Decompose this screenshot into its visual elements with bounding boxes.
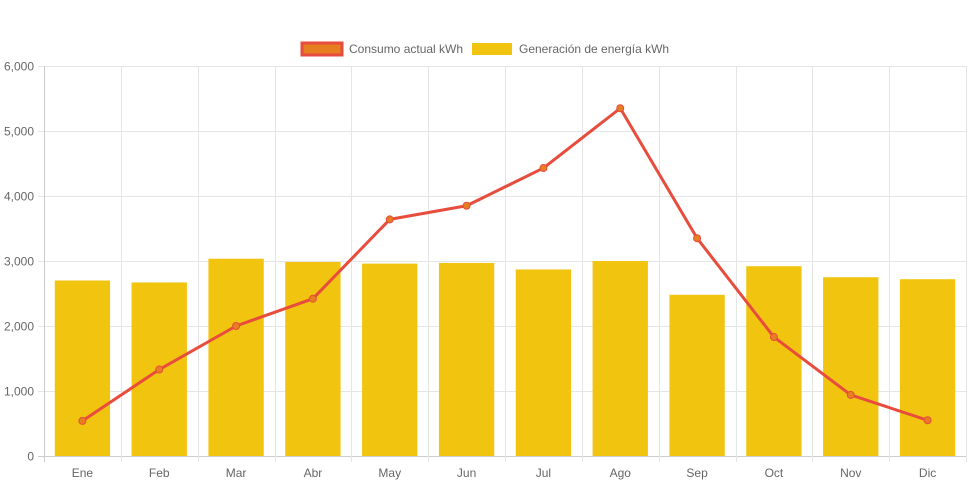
bar[interactable] xyxy=(208,258,264,456)
x-tick-label: Mar xyxy=(226,466,247,480)
x-tick-label: Ago xyxy=(610,466,632,480)
legend-label-consumo: Consumo actual kWh xyxy=(349,42,463,56)
consumo-line xyxy=(81,106,929,423)
grid xyxy=(38,66,967,462)
legend-item-generacion[interactable]: Generación de energía kWh xyxy=(472,42,669,56)
bar[interactable] xyxy=(515,269,572,456)
bar[interactable] xyxy=(592,261,648,456)
line-point[interactable] xyxy=(308,294,317,303)
line-point[interactable] xyxy=(923,416,932,425)
x-tick-label: Jun xyxy=(457,466,476,480)
legend-label-generacion: Generación de energía kWh xyxy=(519,42,669,56)
x-tick-label: Jul xyxy=(536,466,551,480)
line-point[interactable] xyxy=(78,416,87,425)
line-point[interactable] xyxy=(616,104,625,113)
x-tick-label: May xyxy=(378,466,401,480)
y-tick-label: 5,000 xyxy=(4,125,34,139)
line-point[interactable] xyxy=(539,164,548,173)
x-tick-label: Abr xyxy=(304,466,323,480)
bar[interactable] xyxy=(438,262,495,456)
y-tick-label: 4,000 xyxy=(4,190,34,204)
line-point[interactable] xyxy=(232,322,241,330)
bar[interactable] xyxy=(362,263,418,456)
bar[interactable] xyxy=(54,280,111,457)
bar[interactable] xyxy=(285,261,341,456)
line-point[interactable] xyxy=(693,234,702,243)
line-point[interactable] xyxy=(769,333,778,342)
legend: Consumo actual kWh Generación de energía… xyxy=(300,41,669,57)
line-series-consumo xyxy=(78,104,932,425)
y-tick-label: 1,000 xyxy=(4,385,34,399)
bar[interactable] xyxy=(823,277,879,456)
bar[interactable] xyxy=(669,294,725,456)
x-tick-label: Oct xyxy=(765,466,784,480)
x-tick-label: Feb xyxy=(149,466,170,480)
bar[interactable] xyxy=(746,266,802,456)
line-point[interactable] xyxy=(155,365,164,374)
x-tick-label: Nov xyxy=(840,466,861,480)
x-tick-label: Ene xyxy=(72,466,94,480)
legend-item-consumo[interactable]: Consumo actual kWh xyxy=(300,41,463,57)
x-tick-label: Sep xyxy=(686,466,708,480)
y-tick-label: 2,000 xyxy=(4,320,34,334)
y-tick-label: 3,000 xyxy=(4,255,34,269)
bar[interactable] xyxy=(899,279,956,456)
line-point[interactable] xyxy=(385,215,394,224)
line-point[interactable] xyxy=(462,201,471,210)
y-tick-label: 6,000 xyxy=(4,60,34,74)
x-tick-label: Dic xyxy=(919,466,936,480)
legend-swatch-consumo xyxy=(300,41,344,57)
axes: 0 1,000 2,000 3,000 4,000 5,000 6,000 Ene Feb Mar… xyxy=(4,60,936,481)
line-point[interactable] xyxy=(846,390,855,399)
legend-swatch-generacion xyxy=(472,43,512,55)
y-tick-label: 0 xyxy=(27,450,34,464)
